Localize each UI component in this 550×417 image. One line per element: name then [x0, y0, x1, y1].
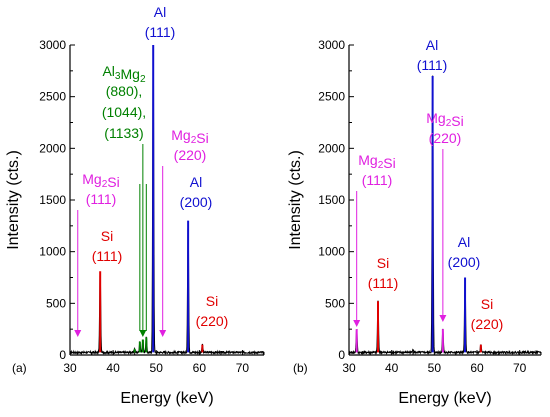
annotation-arrow-head — [139, 330, 147, 337]
x-tick-label: 70 — [513, 361, 527, 375]
annotation-hkl-label: (111) — [368, 275, 399, 291]
spectrum-line — [69, 48, 265, 356]
x-tick-label: 30 — [342, 361, 356, 375]
annotation-si: Si (111) — [368, 255, 399, 291]
annotation-arrow-head — [159, 330, 167, 337]
y-tick-label: 0 — [338, 348, 345, 362]
y-tick-label: 1500 — [318, 193, 345, 207]
panel-label: (a) — [12, 361, 27, 375]
y-tick-label: 3000 — [318, 38, 345, 52]
annotation-si: Si (111) — [92, 228, 123, 264]
annotation-hkl-label: (880), — [106, 83, 143, 99]
y-axis-label: Intensity (cts.) — [5, 150, 22, 250]
annotation-hkl-label: (220) — [196, 313, 229, 329]
annotation-al: Al (200) — [180, 174, 213, 210]
x-tick-label: 40 — [385, 361, 399, 375]
annotation-arrow-head — [74, 330, 82, 337]
annotation-hkl-label: (111) — [417, 57, 448, 73]
y-tick-label: 2500 — [39, 90, 66, 104]
annotation-al3mg2: Al3Mg2(880), (1044), (1133) — [102, 63, 147, 337]
annotation-mg2si: Mg2Si(111) — [74, 171, 120, 337]
annotation-phase-label: Si — [101, 228, 113, 244]
annotation-hkl-label: (1044), — [102, 104, 146, 120]
annotation-hkl-label: (1133) — [104, 125, 143, 141]
annotation-si: Si (220) — [471, 296, 504, 332]
x-tick-label: 30 — [63, 361, 77, 375]
y-tick-label: 1000 — [318, 245, 345, 259]
annotation-hkl-label: (111) — [92, 248, 123, 264]
spectrum-line — [348, 75, 542, 356]
annotation-hkl-label: (220) — [471, 316, 504, 332]
annotation-hkl-label: (220) — [174, 147, 207, 163]
annotation-phase-label: Mg2Si — [358, 152, 396, 171]
y-tick-label: 2000 — [318, 141, 345, 155]
y-tick-label: 500 — [46, 296, 66, 310]
y-tick-label: 3000 — [39, 38, 66, 52]
annotation-mg2si: Mg2Si(220) — [159, 127, 209, 337]
annotation-arrow-head — [439, 315, 447, 322]
y-tick-label: 2000 — [39, 141, 66, 155]
annotation-phase-label: Si — [481, 296, 493, 312]
annotation-phase-label: Al3Mg2 — [102, 63, 146, 85]
annotation-al: Al (200) — [448, 234, 481, 270]
x-tick-label: 60 — [470, 361, 484, 375]
annotation-hkl-label: (220) — [429, 130, 462, 146]
annotation-phase-label: Al — [426, 37, 438, 53]
y-tick-label: 1500 — [39, 193, 66, 207]
y-axis-label: Intensity (cts.) — [287, 150, 304, 250]
annotation-phase-label: Al — [458, 234, 470, 250]
annotation-si: Si (220) — [196, 293, 229, 329]
annotation-hkl-label: (200) — [448, 254, 481, 270]
annotation-al: Al (111) — [417, 37, 448, 73]
annotation-phase-label: Si — [206, 293, 218, 309]
y-tick-label: 1000 — [39, 245, 66, 259]
annotation-phase-label: Mg2Si — [426, 110, 464, 129]
x-tick-label: 50 — [428, 361, 442, 375]
y-tick-label: 2500 — [318, 90, 345, 104]
annotation-hkl-label: (111) — [145, 24, 176, 40]
x-axis-label: Energy (keV) — [120, 390, 213, 407]
annotation-al: Al (111) — [145, 4, 176, 40]
x-tick-label: 40 — [106, 361, 120, 375]
panel-b: 0 500 1000 1500 2000 2500 3000 30 40 50 60 70 Energy… — [287, 37, 542, 407]
annotation-hkl-label: (111) — [362, 172, 393, 188]
annotation-hkl-label: (200) — [180, 194, 213, 210]
annotation-phase-label: Al — [190, 174, 202, 190]
annotation-phase-label: Al — [154, 4, 166, 20]
y-tick-label: 0 — [59, 348, 66, 362]
panel-label: (b) — [293, 361, 308, 375]
y-tick-label: 500 — [325, 296, 345, 310]
annotation-phase-label: Si — [377, 255, 389, 271]
x-tick-label: 60 — [193, 361, 207, 375]
panel-a: 0 500 1000 1500 2000 2500 3000 30 40 50 60 70 Energy… — [5, 4, 265, 407]
annotation-mg2si: Mg2Si(111) — [353, 152, 396, 327]
x-axis-label: Energy (keV) — [398, 390, 491, 407]
annotation-hkl-label: (111) — [86, 191, 117, 207]
x-tick-label: 50 — [150, 361, 164, 375]
x-tick-label: 70 — [236, 361, 250, 375]
annotation-phase-label: Mg2Si — [171, 127, 209, 146]
annotation-arrow-head — [353, 320, 361, 327]
annotation-phase-label: Mg2Si — [82, 171, 120, 190]
annotation-mg2si: Mg2Si(220) — [426, 110, 464, 322]
